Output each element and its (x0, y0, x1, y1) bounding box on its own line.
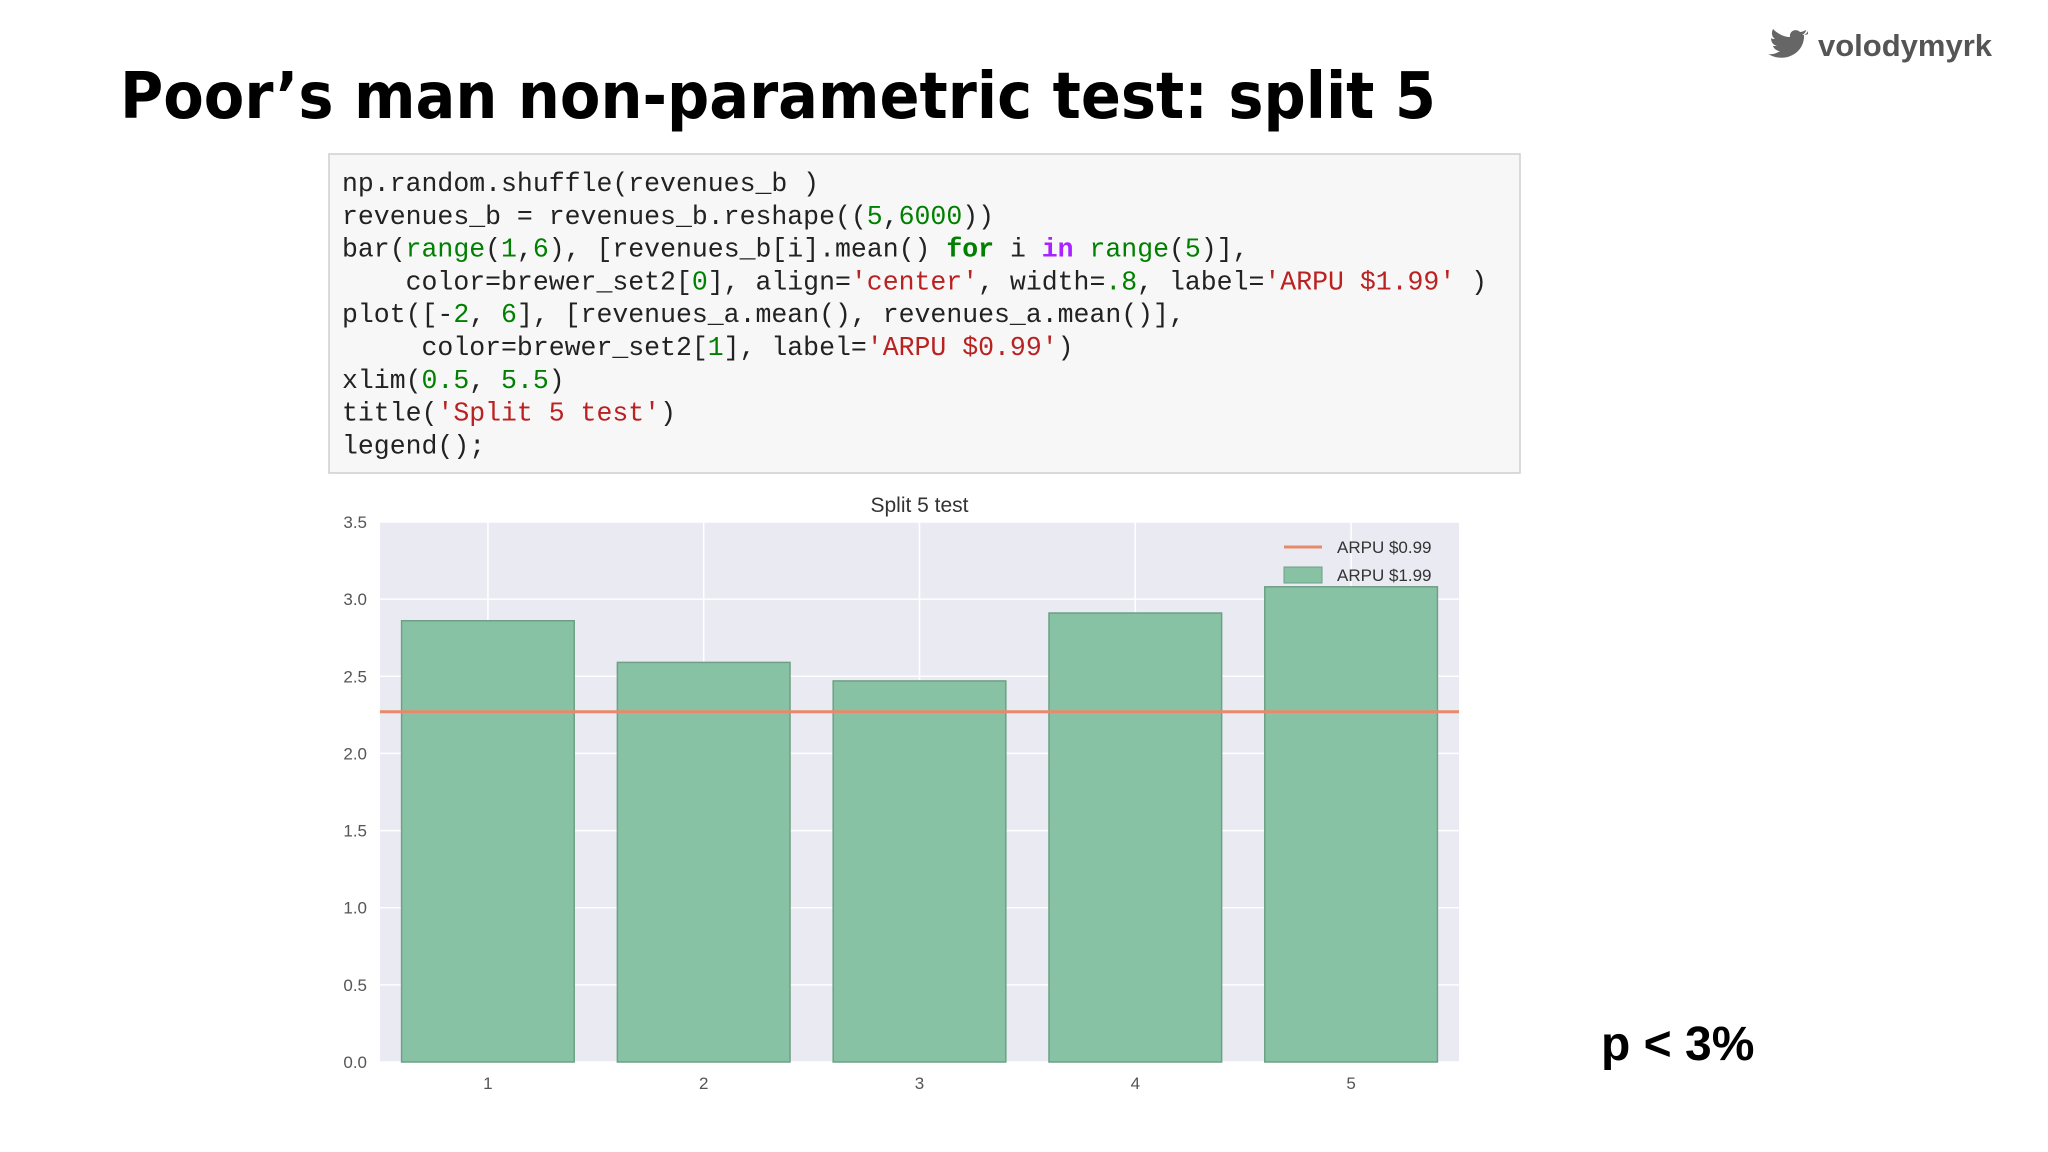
twitter-icon (1768, 29, 1808, 58)
y-tick-label: 2.5 (343, 667, 367, 686)
code-line: legend(); (342, 431, 485, 461)
chart: Split 5 test 0.0 0.5 1.0 1.5 2.0 2.5 3.0 3.5 1 2 3 4… (343, 494, 1459, 1093)
bar (400, 619, 575, 1063)
legend-label: ARPU $0.99 (1337, 538, 1432, 557)
handle: volodymyrk (1818, 28, 1993, 63)
code-block: np.random.shuffle(revenues_b )revenues_b… (342, 169, 1487, 461)
code-line: bar(range(1,6), [revenues_b[i].mean() fo… (342, 235, 1249, 265)
y-tick-label: 0.0 (343, 1053, 367, 1072)
code-line: plot([-2, 6], [revenues_a.mean(), revenu… (342, 300, 1185, 330)
code-line: color=brewer_set2[0], align='center', wi… (342, 267, 1487, 297)
y-tick-label: 1.5 (343, 822, 367, 841)
y-tick-label: 1.0 (343, 899, 367, 918)
y-tick-label: 0.5 (343, 976, 367, 995)
x-tick-label: 2 (699, 1074, 708, 1093)
code-line: revenues_b = revenues_b.reshape((5,6000)… (342, 202, 994, 232)
legend-label: ARPU $1.99 (1337, 566, 1432, 585)
bar (1048, 612, 1223, 1063)
y-tick-label: 3.5 (343, 513, 367, 532)
code-cell (328, 153, 1521, 474)
x-tick-label: 5 (1346, 1074, 1355, 1093)
code-line: xlim(0.5, 5.5) (342, 366, 565, 396)
x-tick-label: 1 (483, 1074, 492, 1093)
y-tick-label: 3.0 (343, 590, 367, 609)
bar (1264, 586, 1439, 1063)
code-line: title('Split 5 test') (342, 399, 676, 429)
bar (832, 680, 1007, 1063)
y-tick-label: 2.0 (343, 744, 367, 763)
x-tick-label: 4 (1131, 1074, 1140, 1093)
code-line: color=brewer_set2[1], label='ARPU $0.99'… (342, 333, 1074, 363)
x-tick-label: 3 (915, 1074, 924, 1093)
legend-swatch (1283, 566, 1323, 584)
chart-title: Split 5 test (870, 494, 968, 517)
bar (616, 661, 791, 1063)
note: p < 3% (1601, 1018, 1754, 1071)
code-line: np.random.shuffle(revenues_b ) (342, 169, 819, 199)
slide-title: Poor’s man non-parametric test: split 5 (120, 60, 1436, 134)
